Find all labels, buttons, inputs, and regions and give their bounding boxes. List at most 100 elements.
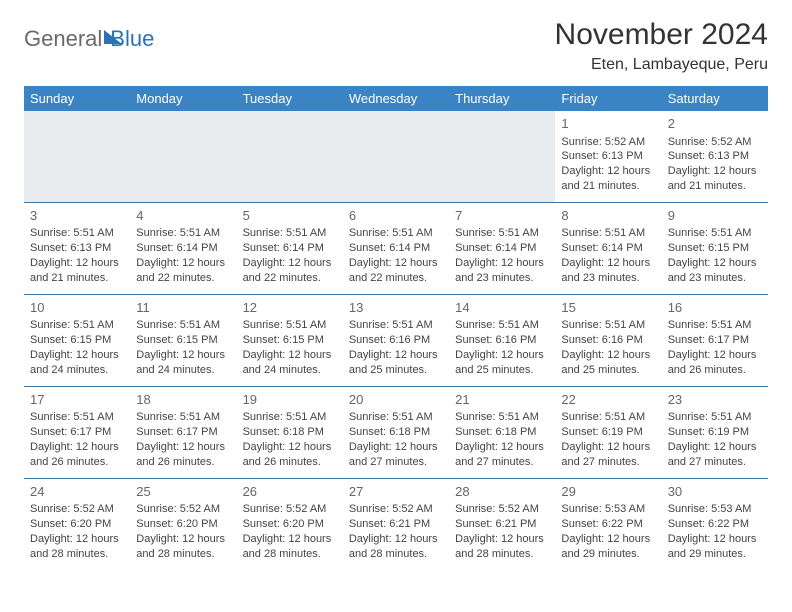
day-cell: 8Sunrise: 5:51 AM Sunset: 6:14 PM Daylig… [555,202,661,294]
calendar-header: Sunday Monday Tuesday Wednesday Thursday… [24,86,768,111]
dayheader-thu: Thursday [449,86,555,111]
day-number: 4 [136,207,230,225]
day-detail: Sunrise: 5:51 AM Sunset: 6:18 PM Dayligh… [455,410,549,469]
day-detail: Sunrise: 5:51 AM Sunset: 6:14 PM Dayligh… [561,226,655,285]
day-detail: Sunrise: 5:51 AM Sunset: 6:16 PM Dayligh… [349,318,443,377]
day-cell [449,111,555,202]
week-row: 1 Sunrise: 5:52 AM Sunset: 6:13 PM Daylig… [24,111,768,202]
dayheader-fri: Friday [555,86,661,111]
dayheader-sat: Saturday [662,86,768,111]
day-detail: Sunrise: 5:51 AM Sunset: 6:18 PM Dayligh… [349,410,443,469]
day-number: 15 [561,299,655,317]
day-number: 12 [243,299,337,317]
day-detail: Sunrise: 5:53 AM Sunset: 6:22 PM Dayligh… [561,502,655,561]
day-cell: 12Sunrise: 5:51 AM Sunset: 6:15 PM Dayli… [237,294,343,386]
day-cell: 14Sunrise: 5:51 AM Sunset: 6:16 PM Dayli… [449,294,555,386]
day-cell: 10Sunrise: 5:51 AM Sunset: 6:15 PM Dayli… [24,294,130,386]
day-detail: Sunrise: 5:51 AM Sunset: 6:15 PM Dayligh… [668,226,762,285]
day-cell: 17Sunrise: 5:51 AM Sunset: 6:17 PM Dayli… [24,386,130,478]
day-number: 6 [349,207,443,225]
day-detail: Sunrise: 5:51 AM Sunset: 6:15 PM Dayligh… [136,318,230,377]
day-number: 10 [30,299,124,317]
day-number: 2 [668,115,762,133]
day-detail: Sunrise: 5:51 AM Sunset: 6:13 PM Dayligh… [30,226,124,285]
day-cell [343,111,449,202]
day-detail: Sunrise: 5:51 AM Sunset: 6:17 PM Dayligh… [668,318,762,377]
day-cell [237,111,343,202]
day-detail: Sunrise: 5:51 AM Sunset: 6:16 PM Dayligh… [561,318,655,377]
day-detail: Sunrise: 5:51 AM Sunset: 6:15 PM Dayligh… [30,318,124,377]
day-detail: Sunrise: 5:52 AM Sunset: 6:21 PM Dayligh… [455,502,549,561]
day-number: 18 [136,391,230,409]
day-number: 23 [668,391,762,409]
day-number: 21 [455,391,549,409]
day-number: 5 [243,207,337,225]
day-cell: 23Sunrise: 5:51 AM Sunset: 6:19 PM Dayli… [662,386,768,478]
day-detail: Sunrise: 5:51 AM Sunset: 6:17 PM Dayligh… [136,410,230,469]
day-cell [24,111,130,202]
day-cell: 15Sunrise: 5:51 AM Sunset: 6:16 PM Dayli… [555,294,661,386]
day-number: 17 [30,391,124,409]
day-number: 7 [455,207,549,225]
dayheader-wed: Wednesday [343,86,449,111]
day-detail: Sunrise: 5:51 AM Sunset: 6:17 PM Dayligh… [30,410,124,469]
week-row: 17Sunrise: 5:51 AM Sunset: 6:17 PM Dayli… [24,386,768,478]
day-cell: 24Sunrise: 5:52 AM Sunset: 6:20 PM Dayli… [24,478,130,569]
day-detail: Sunrise: 5:52 AM Sunset: 6:20 PM Dayligh… [243,502,337,561]
logo: General Blue [24,26,154,52]
day-detail: Sunrise: 5:51 AM Sunset: 6:14 PM Dayligh… [136,226,230,285]
day-cell: 30Sunrise: 5:53 AM Sunset: 6:22 PM Dayli… [662,478,768,569]
day-cell: 7Sunrise: 5:51 AM Sunset: 6:14 PM Daylig… [449,202,555,294]
day-detail: Sunrise: 5:51 AM Sunset: 6:14 PM Dayligh… [243,226,337,285]
day-detail: Sunrise: 5:52 AM Sunset: 6:13 PM Dayligh… [561,135,655,194]
day-detail: Sunrise: 5:52 AM Sunset: 6:20 PM Dayligh… [30,502,124,561]
day-detail: Sunrise: 5:52 AM Sunset: 6:20 PM Dayligh… [136,502,230,561]
day-detail: Sunrise: 5:51 AM Sunset: 6:18 PM Dayligh… [243,410,337,469]
day-cell: 1 Sunrise: 5:52 AM Sunset: 6:13 PM Daylig… [555,111,661,202]
title-block: November 2024 Eten, Lambayeque, Peru [555,18,768,74]
dayheader-tue: Tuesday [237,86,343,111]
day-detail: Sunrise: 5:51 AM Sunset: 6:16 PM Dayligh… [455,318,549,377]
day-number: 26 [243,483,337,501]
day-detail: Sunrise: 5:51 AM Sunset: 6:15 PM Dayligh… [243,318,337,377]
day-number: 11 [136,299,230,317]
day-cell: 11Sunrise: 5:51 AM Sunset: 6:15 PM Dayli… [130,294,236,386]
day-number: 28 [455,483,549,501]
week-row: 24Sunrise: 5:52 AM Sunset: 6:20 PM Dayli… [24,478,768,569]
day-number: 14 [455,299,549,317]
day-cell: 13Sunrise: 5:51 AM Sunset: 6:16 PM Dayli… [343,294,449,386]
day-cell: 25Sunrise: 5:52 AM Sunset: 6:20 PM Dayli… [130,478,236,569]
day-cell: 4Sunrise: 5:51 AM Sunset: 6:14 PM Daylig… [130,202,236,294]
day-cell: 5Sunrise: 5:51 AM Sunset: 6:14 PM Daylig… [237,202,343,294]
day-detail: Sunrise: 5:51 AM Sunset: 6:14 PM Dayligh… [349,226,443,285]
day-cell: 28Sunrise: 5:52 AM Sunset: 6:21 PM Dayli… [449,478,555,569]
calendar-table: Sunday Monday Tuesday Wednesday Thursday… [24,86,768,570]
day-cell: 19Sunrise: 5:51 AM Sunset: 6:18 PM Dayli… [237,386,343,478]
day-cell: 2Sunrise: 5:52 AM Sunset: 6:13 PM Daylig… [662,111,768,202]
day-cell: 9Sunrise: 5:51 AM Sunset: 6:15 PM Daylig… [662,202,768,294]
day-detail: Sunrise: 5:51 AM Sunset: 6:19 PM Dayligh… [561,410,655,469]
location: Eten, Lambayeque, Peru [555,56,768,74]
week-row: 10Sunrise: 5:51 AM Sunset: 6:15 PM Dayli… [24,294,768,386]
day-detail: Sunrise: 5:51 AM Sunset: 6:19 PM Dayligh… [668,410,762,469]
day-number: 16 [668,299,762,317]
day-cell: 29Sunrise: 5:53 AM Sunset: 6:22 PM Dayli… [555,478,661,569]
day-cell: 3Sunrise: 5:51 AM Sunset: 6:13 PM Daylig… [24,202,130,294]
day-number: 9 [668,207,762,225]
calendar-body: 1 Sunrise: 5:52 AM Sunset: 6:13 PM Daylig… [24,111,768,570]
dayheader-sun: Sunday [24,86,130,111]
day-number: 30 [668,483,762,501]
day-cell: 16Sunrise: 5:51 AM Sunset: 6:17 PM Dayli… [662,294,768,386]
day-cell: 21Sunrise: 5:51 AM Sunset: 6:18 PM Dayli… [449,386,555,478]
day-detail: Sunrise: 5:53 AM Sunset: 6:22 PM Dayligh… [668,502,762,561]
day-cell [130,111,236,202]
day-cell: 26Sunrise: 5:52 AM Sunset: 6:20 PM Dayli… [237,478,343,569]
month-title: November 2024 [555,18,768,52]
day-number: 1 [561,115,655,133]
day-number: 22 [561,391,655,409]
day-number: 8 [561,207,655,225]
dayheader-mon: Monday [130,86,236,111]
day-detail: Sunrise: 5:52 AM Sunset: 6:21 PM Dayligh… [349,502,443,561]
day-number: 13 [349,299,443,317]
day-number: 27 [349,483,443,501]
